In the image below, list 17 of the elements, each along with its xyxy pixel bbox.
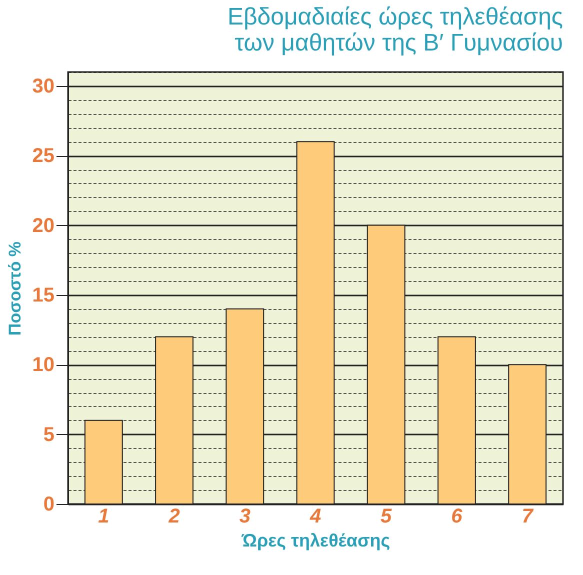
x-tick-label: 2 <box>168 506 180 528</box>
y-tick-label: 30 <box>32 75 54 98</box>
x-tick-label: 3 <box>239 506 250 528</box>
y-tick-label: 15 <box>32 284 54 306</box>
y-tick-label: 0 <box>43 494 54 516</box>
x-tick-label: 4 <box>308 506 322 528</box>
y-tick-label: 20 <box>32 214 54 237</box>
x-tick-label: 1 <box>98 506 110 528</box>
x-axis-title: Ώρες τηλεθέασης <box>240 530 390 550</box>
x-tick-label: 6 <box>451 506 464 528</box>
chart-title: Εβδομαδιαίες ώρες τηλεθέασης των μαθητών της Β′ Γυμνασίου <box>227 4 563 56</box>
y-axis-title: Ποσοστό % <box>5 241 24 336</box>
y-tick-label: 5 <box>43 424 54 446</box>
y-tick-label: 25 <box>32 145 54 168</box>
x-tick-label: 5 <box>380 506 393 528</box>
y-tick-label: 10 <box>32 354 54 376</box>
x-tick-label: 7 <box>522 506 534 528</box>
